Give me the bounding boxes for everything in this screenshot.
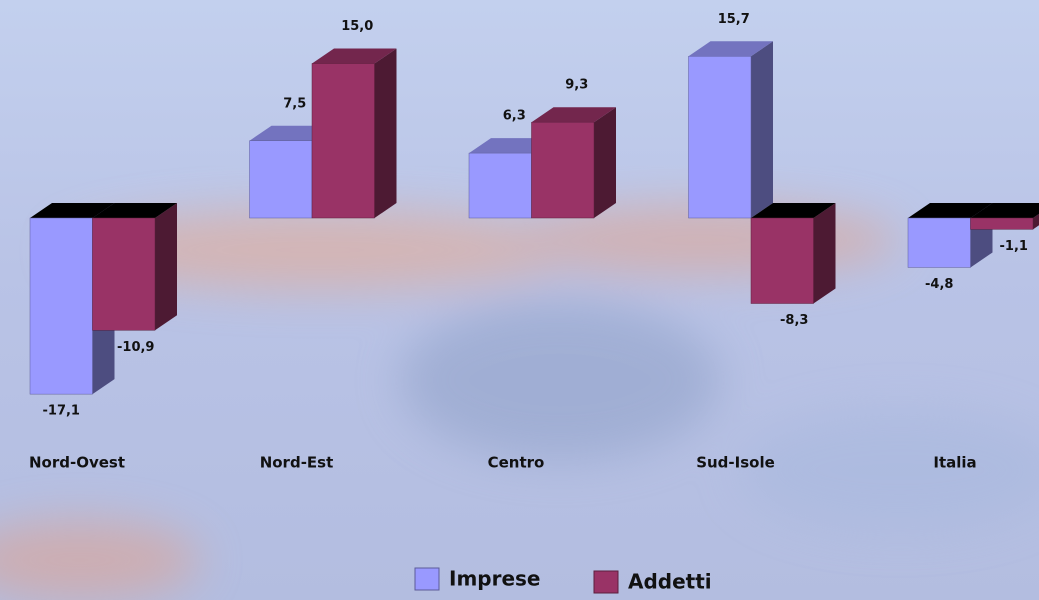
bar-top	[908, 203, 993, 218]
value-label: -8,3	[780, 313, 808, 328]
bar	[531, 121, 595, 219]
bar-side	[1033, 213, 1039, 230]
bar-top	[531, 107, 616, 123]
bar-side	[594, 107, 616, 218]
legend-swatch	[593, 570, 619, 594]
value-label: 15,0	[341, 19, 373, 34]
value-label: 6,3	[503, 109, 526, 124]
value-label: -1,1	[1000, 239, 1028, 254]
x-tick-label: Nord-Est	[260, 454, 334, 472]
bar-top	[30, 203, 115, 218]
value-label: -17,1	[43, 404, 80, 419]
value-label: 15,7	[718, 12, 750, 27]
plot-area: Nord-Ovest -17,1 -10,9 Nord-Est 7,5 15,0 Centr…	[29, 12, 1039, 472]
x-tick-label: Sud-Isole	[696, 454, 775, 472]
x-tick-label: Nord-Ovest	[29, 454, 125, 472]
bar-top	[312, 48, 397, 64]
bar-side	[813, 203, 836, 304]
bar	[468, 152, 532, 219]
bar-top	[92, 203, 177, 218]
bar-side	[155, 203, 177, 331]
legend-swatch	[414, 567, 440, 591]
bar-top	[751, 203, 836, 218]
bar-top	[970, 203, 1039, 218]
value-label: 7,5	[283, 96, 306, 111]
value-label: -4,8	[925, 277, 953, 292]
bar	[249, 140, 313, 219]
value-label: -10,9	[117, 340, 154, 355]
bar	[311, 63, 375, 219]
bar	[92, 217, 156, 331]
bar	[970, 217, 1034, 230]
bar	[907, 217, 971, 268]
legend-label: Addetti	[628, 570, 712, 594]
bar	[688, 56, 752, 219]
bar	[750, 217, 814, 304]
x-tick-label: Italia	[933, 454, 976, 472]
legend-label: Imprese	[449, 567, 541, 591]
x-tick-label: Centro	[488, 454, 545, 472]
bar-side	[374, 48, 397, 218]
legend: Imprese Addetti	[414, 567, 712, 594]
value-label: 9,3	[565, 78, 588, 93]
bar	[29, 217, 93, 395]
bar-side	[751, 41, 773, 218]
bar-top	[688, 41, 773, 57]
